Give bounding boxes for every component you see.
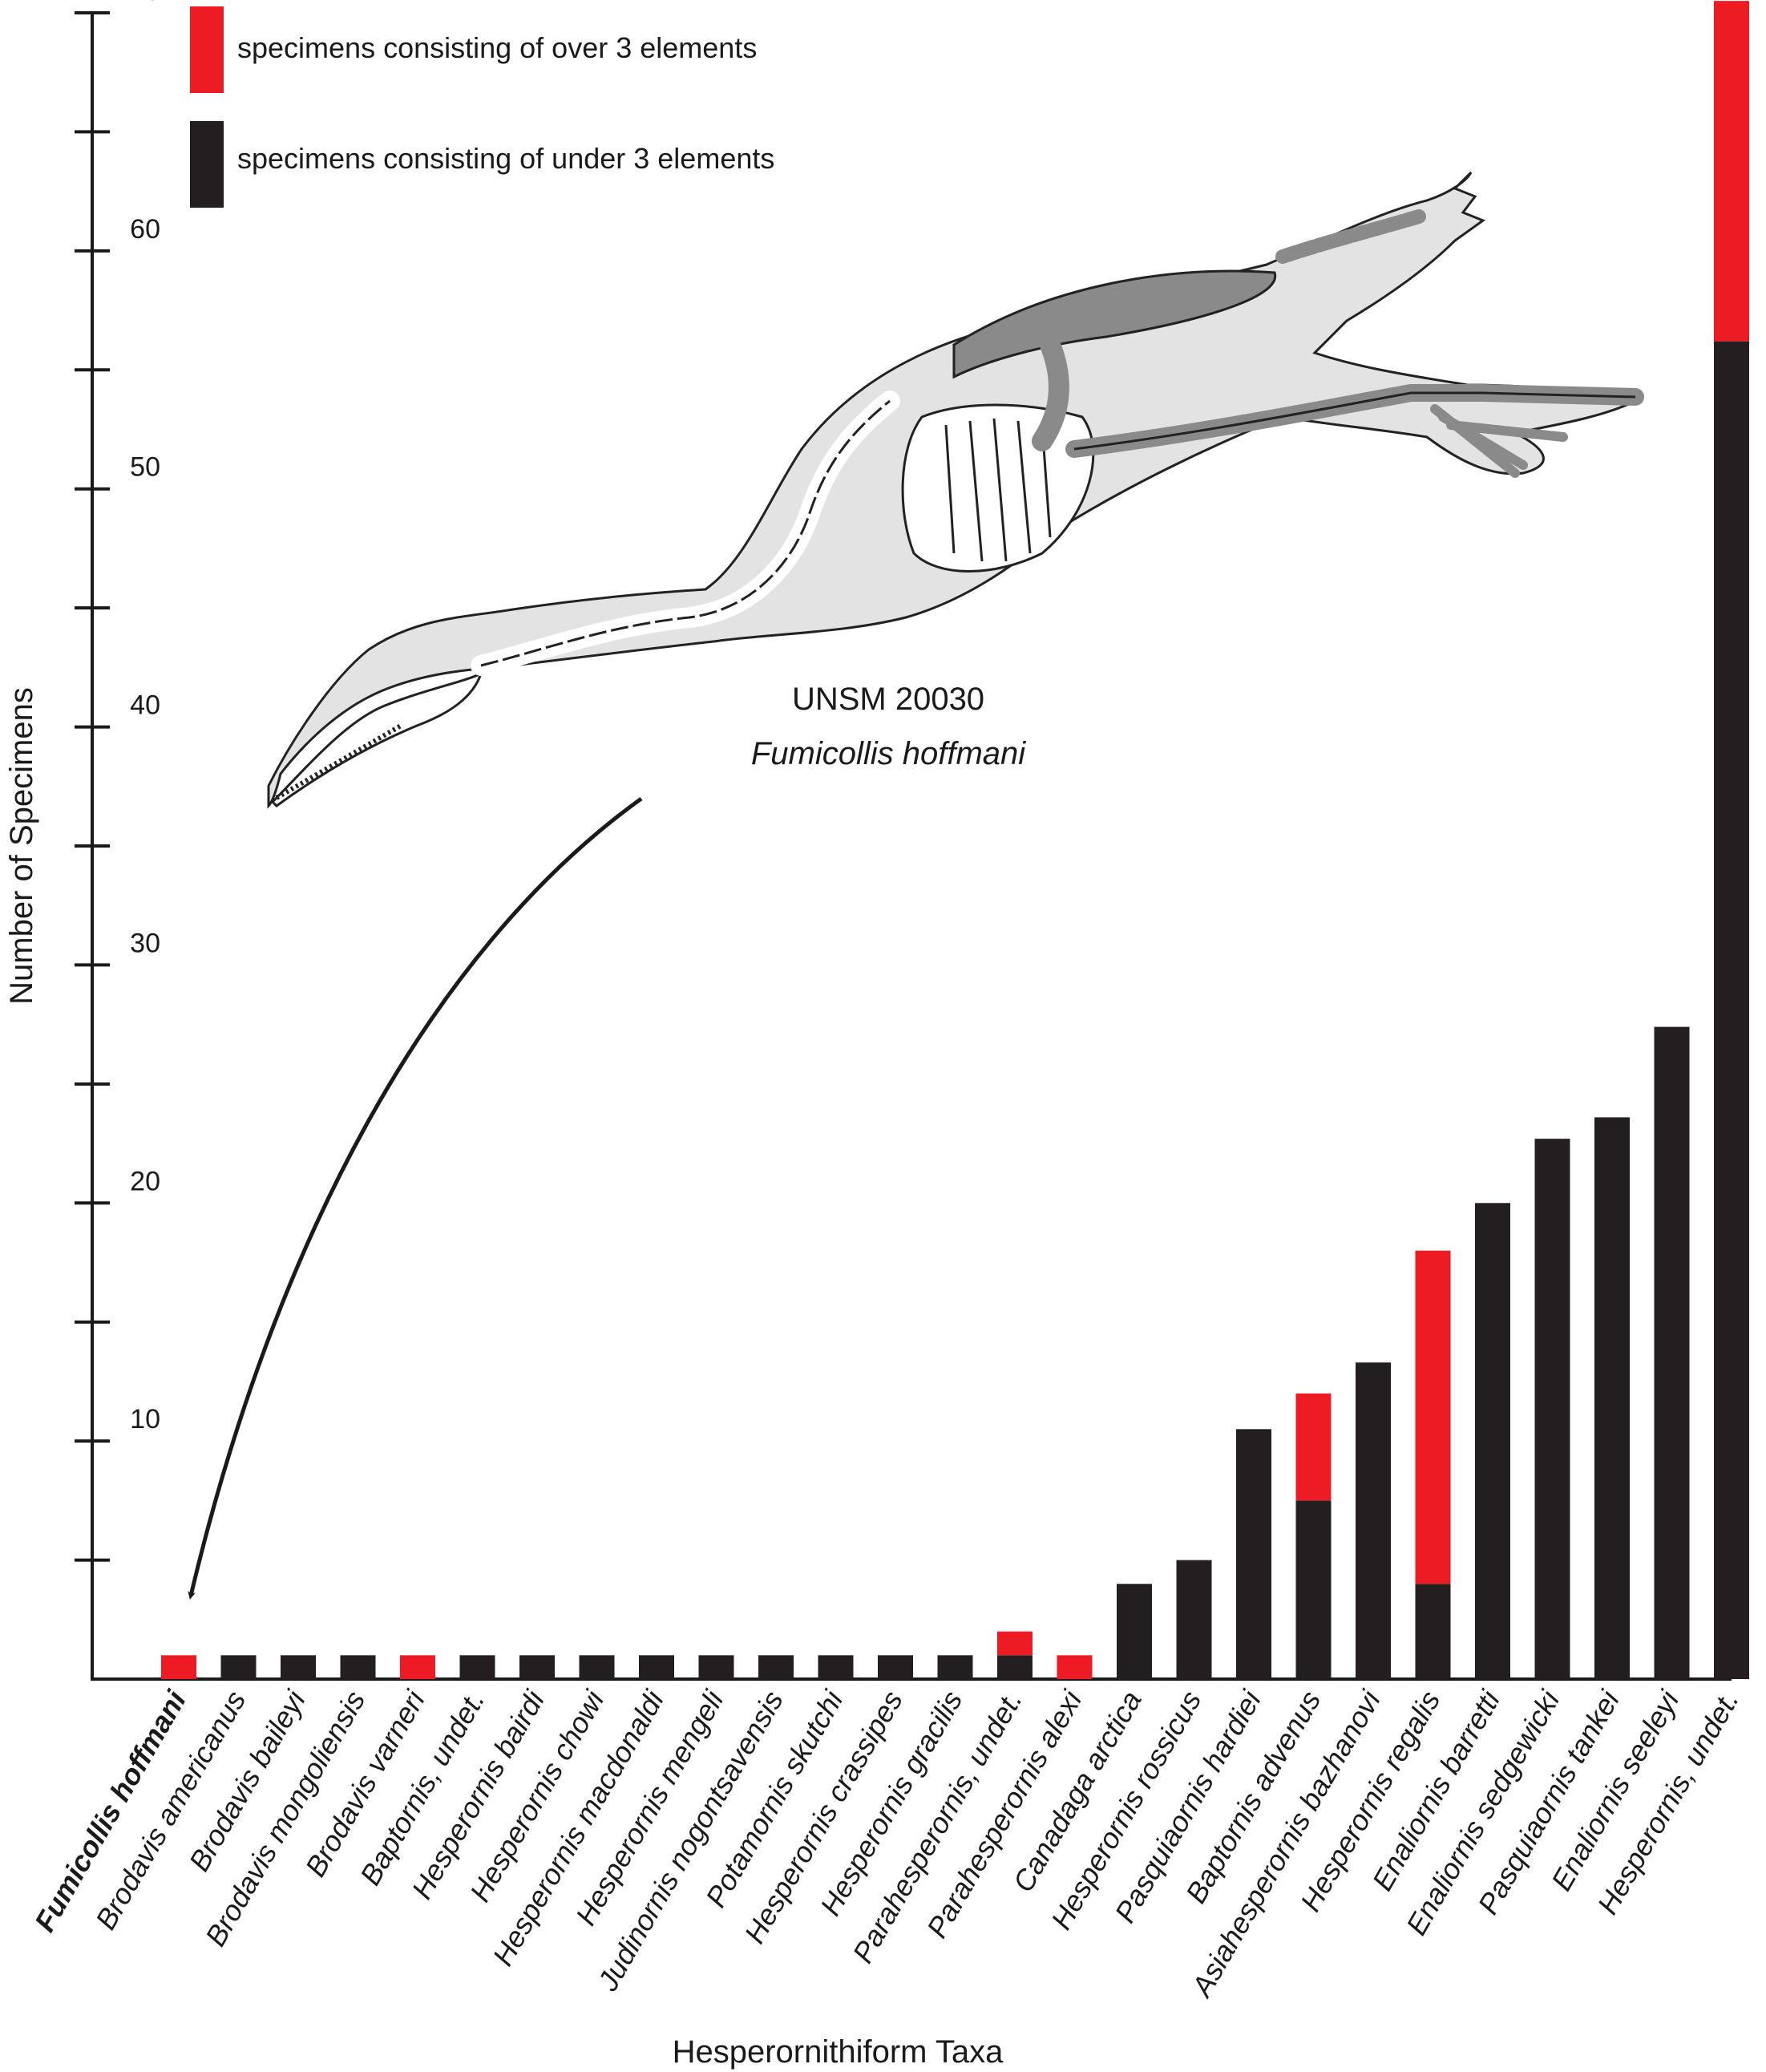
bar-under-7 bbox=[579, 1655, 615, 1679]
bar-under-6 bbox=[519, 1655, 555, 1679]
bar-under-14 bbox=[997, 1655, 1033, 1679]
bar-under-23 bbox=[1534, 1139, 1570, 1679]
y-tick-label-60: 60 bbox=[130, 214, 160, 245]
bar-over-26 bbox=[1714, 1, 1749, 342]
bar-over-0 bbox=[161, 1655, 196, 1679]
bird-toes bbox=[1430, 404, 1568, 478]
bar-under-3 bbox=[340, 1655, 376, 1679]
bar-under-20 bbox=[1356, 1362, 1391, 1679]
y-tick-label-70: 70 bbox=[130, 0, 160, 6]
bar-under-10 bbox=[758, 1655, 794, 1679]
y-tick-label-40: 40 bbox=[130, 690, 160, 721]
bar-over-21 bbox=[1415, 1250, 1451, 1584]
legend-swatch-under bbox=[190, 121, 224, 208]
bar-over-4 bbox=[400, 1655, 435, 1679]
bar-over-15 bbox=[1057, 1655, 1093, 1679]
y-tick-label-10: 10 bbox=[130, 1404, 160, 1435]
legend: specimens consisting of over 3 elements … bbox=[190, 6, 774, 208]
bird-ribcage bbox=[901, 403, 1095, 573]
bar-under-12 bbox=[878, 1655, 913, 1679]
bar-under-16 bbox=[1117, 1584, 1152, 1679]
bar-under-24 bbox=[1594, 1117, 1630, 1679]
bar-over-19 bbox=[1295, 1393, 1332, 1501]
bar-under-25 bbox=[1654, 1026, 1690, 1679]
bar-under-22 bbox=[1475, 1203, 1510, 1679]
bar-under-21 bbox=[1415, 1584, 1451, 1679]
bar-over-14 bbox=[997, 1631, 1033, 1656]
bar-under-11 bbox=[818, 1655, 854, 1679]
bar-under-2 bbox=[281, 1655, 316, 1679]
legend-swatch-over bbox=[190, 6, 224, 93]
legend-label-over: specimens consisting of over 3 elements bbox=[237, 31, 757, 64]
bar-under-1 bbox=[220, 1655, 257, 1679]
bar-under-19 bbox=[1295, 1500, 1332, 1679]
specimen-id: UNSM 20030 bbox=[792, 682, 984, 717]
bird-femur bbox=[1032, 334, 1069, 451]
y-axis-title: Number of Specimens bbox=[4, 687, 39, 1005]
bar-under-17 bbox=[1176, 1560, 1212, 1679]
y-tick-label-20: 20 bbox=[130, 1166, 160, 1196]
bar-under-8 bbox=[639, 1655, 674, 1679]
bird-ribs bbox=[944, 418, 1052, 562]
x-axis-title: Hesperornithiform Taxa bbox=[673, 2034, 1004, 2070]
bird-beak-teeth bbox=[275, 723, 402, 800]
bar-under-5 bbox=[459, 1655, 495, 1679]
arrow-to-fumicollis bbox=[188, 796, 643, 1600]
specimen-name: Fumicollis hoffmani bbox=[751, 736, 1026, 771]
bar-under-26 bbox=[1714, 341, 1749, 1680]
bar-under-9 bbox=[698, 1655, 734, 1679]
fumicollis-skeleton-illustration bbox=[267, 171, 1644, 809]
bird-leg-outline bbox=[1073, 391, 1636, 451]
bird-tail-vertebrae bbox=[1275, 209, 1426, 264]
y-tick-label-50: 50 bbox=[130, 452, 160, 483]
y-tick-label-30: 30 bbox=[130, 928, 160, 958]
bar-under-13 bbox=[937, 1655, 973, 1679]
bar-under-18 bbox=[1236, 1429, 1271, 1679]
bird-neck-vertebrae-outline bbox=[480, 399, 891, 667]
bars bbox=[161, 1, 1749, 1680]
bird-pelvis bbox=[952, 269, 1277, 379]
legend-label-under: specimens consisting of under 3 elements bbox=[237, 142, 774, 175]
y-axis-ticks: 10 20 30 40 50 60 70 bbox=[75, 0, 160, 1562]
